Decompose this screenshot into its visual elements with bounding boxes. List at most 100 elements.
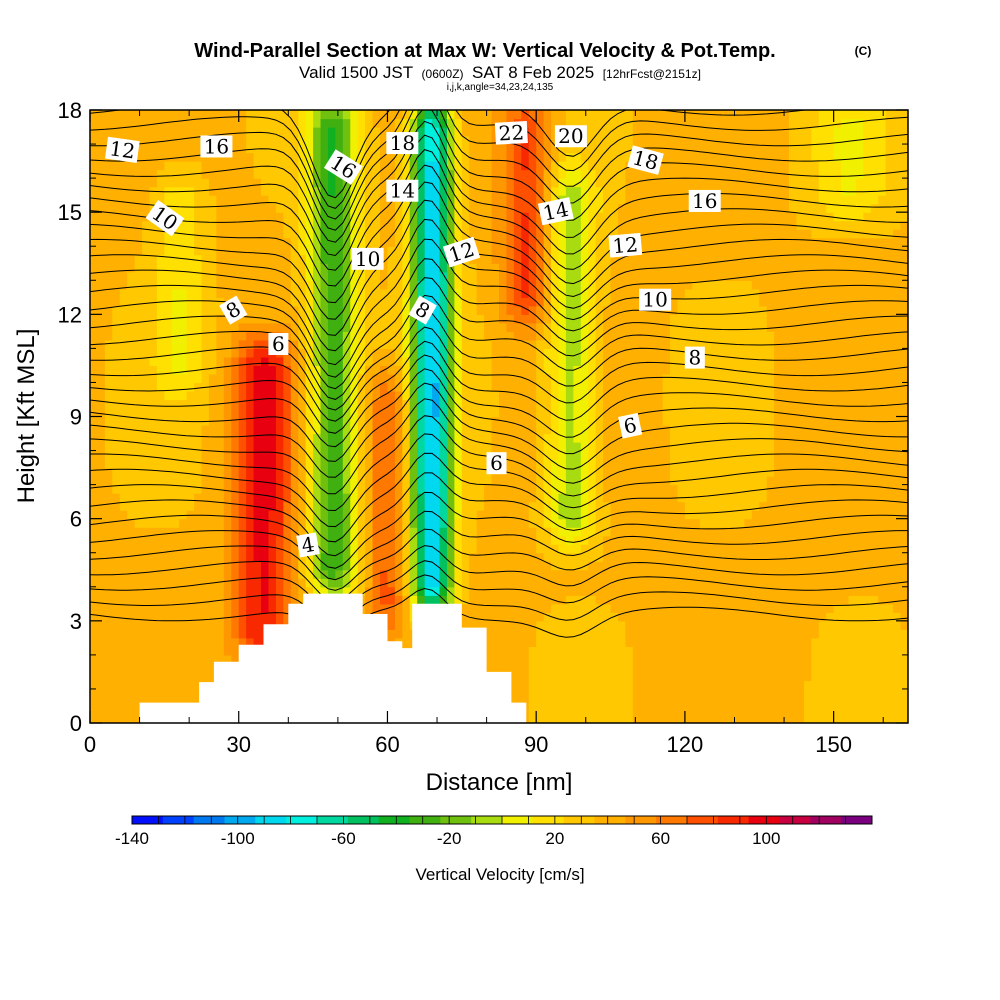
w-cell (149, 339, 158, 349)
w-cell (409, 110, 418, 120)
w-cell (231, 654, 240, 665)
w-cell (246, 544, 255, 554)
w-cell (521, 535, 530, 545)
w-cell (394, 527, 403, 537)
w-cell (208, 646, 218, 656)
w-cell (275, 501, 284, 511)
w-cell (90, 229, 99, 239)
w-cell (104, 229, 113, 239)
w-cell (595, 135, 604, 145)
w-cell (528, 186, 537, 196)
w-cell (543, 433, 552, 443)
w-cell (119, 705, 128, 716)
w-cell (335, 586, 344, 596)
w-cell (513, 552, 522, 562)
w-cell (90, 263, 99, 273)
w-cell (446, 305, 455, 315)
w-cell (536, 535, 545, 545)
w-cell (573, 552, 582, 562)
w-cell (357, 271, 366, 281)
w-cell (387, 161, 396, 171)
w-cell (417, 195, 426, 205)
w-cell (194, 595, 203, 605)
w-cell (402, 246, 411, 256)
w-cell (521, 356, 530, 367)
w-cell (491, 161, 500, 171)
w-cell (179, 595, 188, 605)
w-cell (484, 476, 493, 486)
w-cell (134, 110, 143, 120)
w-cell (149, 297, 158, 307)
w-cell (491, 280, 500, 290)
w-cell (357, 382, 366, 392)
w-cell (521, 203, 530, 213)
w-cell (357, 135, 366, 145)
w-cell (290, 237, 299, 247)
w-cell (521, 382, 530, 392)
w-cell (469, 544, 478, 554)
w-cell (298, 476, 307, 486)
w-cell (506, 212, 515, 222)
w-cell (446, 356, 455, 367)
w-cell (112, 127, 121, 137)
w-cell (104, 288, 113, 298)
w-cell (208, 348, 218, 358)
w-cell (201, 544, 210, 554)
w-cell (432, 305, 441, 315)
w-cell (208, 595, 218, 605)
w-cell (350, 152, 359, 162)
w-cell (558, 595, 567, 605)
w-cell (313, 518, 322, 528)
w-cell (595, 161, 604, 171)
w-cell (394, 263, 403, 273)
w-cell (342, 118, 351, 128)
w-cell (134, 484, 143, 494)
w-cell (171, 322, 180, 332)
w-cell (380, 246, 389, 256)
w-cell (588, 629, 597, 639)
w-cell (97, 331, 106, 341)
w-cell (246, 561, 255, 571)
w-cell (164, 654, 173, 665)
w-cell (565, 110, 574, 120)
w-cell (275, 229, 284, 239)
w-cell (231, 620, 240, 630)
w-cell (528, 144, 537, 154)
w-cell (588, 518, 597, 528)
w-cell (104, 305, 113, 315)
w-cell (275, 127, 284, 137)
w-cell (491, 416, 500, 426)
w-cell (499, 425, 508, 435)
w-cell (246, 254, 255, 264)
w-cell (380, 586, 389, 596)
w-cell (208, 305, 218, 315)
w-cell (231, 365, 240, 375)
w-cell (327, 510, 336, 520)
w-cell (231, 399, 240, 409)
w-cell (290, 314, 299, 324)
w-cell (491, 663, 500, 673)
w-cell (528, 714, 537, 723)
w-cell (484, 654, 493, 665)
w-cell (156, 476, 165, 486)
w-cell (387, 603, 396, 613)
w-cell (253, 476, 262, 486)
w-cell (432, 161, 441, 171)
w-cell (298, 510, 307, 520)
w-cell (104, 603, 113, 613)
w-cell (461, 280, 470, 290)
w-cell (551, 297, 560, 307)
w-cell (565, 237, 574, 247)
w-cell (588, 705, 597, 716)
w-cell (171, 348, 180, 358)
w-cell (521, 229, 530, 239)
w-cell (387, 450, 396, 460)
w-cell (171, 373, 180, 384)
w-cell (246, 578, 255, 588)
w-cell (580, 118, 589, 128)
w-cell (573, 654, 582, 665)
w-cell (134, 595, 143, 605)
w-cell (603, 603, 612, 613)
w-cell (543, 663, 552, 673)
w-cell (372, 161, 381, 171)
